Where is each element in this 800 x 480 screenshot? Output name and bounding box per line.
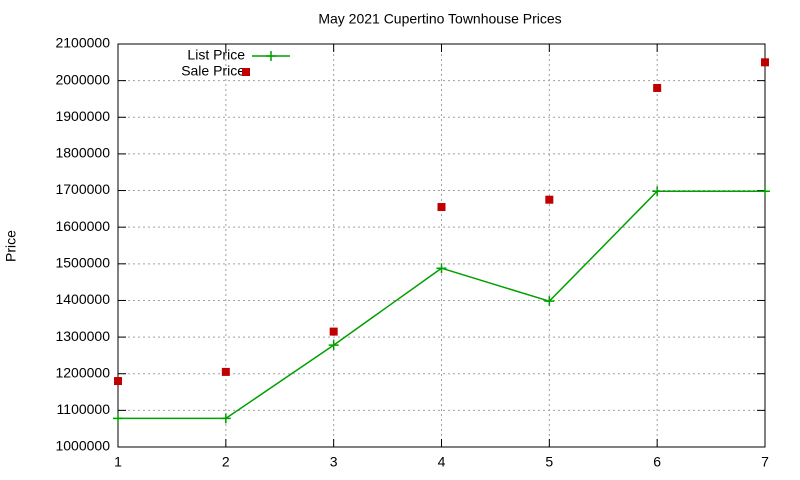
y-tick-label: 1400000 xyxy=(55,291,110,307)
point xyxy=(436,263,447,274)
point xyxy=(114,377,122,386)
legend-marker xyxy=(242,68,250,76)
y-tick-label: 1800000 xyxy=(55,145,110,161)
point xyxy=(221,367,230,376)
point xyxy=(761,58,769,67)
point xyxy=(329,327,338,336)
y-tick-label: 1100000 xyxy=(57,401,111,417)
point xyxy=(437,203,446,212)
y-tick-label: 1300000 xyxy=(55,328,110,344)
y-tick-label: 1700000 xyxy=(55,181,110,197)
y-tick-label: 1000000 xyxy=(55,438,110,454)
y-tick-label: 1200000 xyxy=(55,364,110,380)
point xyxy=(760,186,770,197)
y-tick-label: 1500000 xyxy=(55,255,110,271)
legend-marker xyxy=(266,51,276,61)
point xyxy=(328,340,339,351)
legend-label: Sale Price xyxy=(181,63,245,79)
point xyxy=(653,83,662,92)
x-tick-label: 7 xyxy=(761,454,769,470)
legend-label: List Price xyxy=(187,47,245,63)
y-tick-label: 2100000 xyxy=(55,35,110,51)
x-tick-label: 6 xyxy=(653,454,661,470)
chart-title: May 2021 Cupertino Townhouse Prices xyxy=(318,11,561,27)
y-tick-label: 1600000 xyxy=(55,218,110,234)
x-tick-label: 3 xyxy=(330,454,338,470)
point xyxy=(220,413,231,424)
x-tick-label: 1 xyxy=(114,454,122,470)
y-tick-label: 2000000 xyxy=(55,71,110,87)
point xyxy=(652,186,663,197)
x-tick-label: 5 xyxy=(545,454,553,470)
point xyxy=(544,296,555,307)
plot-border xyxy=(117,43,766,448)
point xyxy=(545,195,554,204)
point xyxy=(113,413,123,424)
y-tick-label: 1900000 xyxy=(55,108,110,124)
x-tick-label: 2 xyxy=(222,454,230,470)
y-axis-label: Price xyxy=(3,230,19,262)
x-tick-label: 4 xyxy=(438,454,446,470)
